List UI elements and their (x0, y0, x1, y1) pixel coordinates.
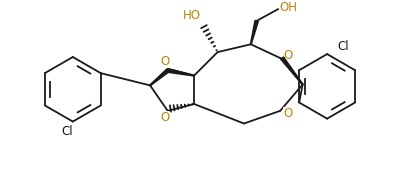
Text: O: O (160, 55, 169, 68)
Text: Cl: Cl (337, 40, 348, 53)
Text: O: O (284, 49, 293, 62)
Text: O: O (284, 107, 293, 120)
Polygon shape (281, 57, 303, 85)
Polygon shape (168, 69, 194, 76)
Polygon shape (150, 69, 169, 86)
Text: HO: HO (183, 9, 201, 22)
Polygon shape (250, 20, 258, 44)
Text: Cl: Cl (61, 125, 73, 138)
Text: O: O (160, 111, 169, 124)
Text: Cl: Cl (62, 126, 74, 139)
Text: OH: OH (279, 1, 297, 14)
